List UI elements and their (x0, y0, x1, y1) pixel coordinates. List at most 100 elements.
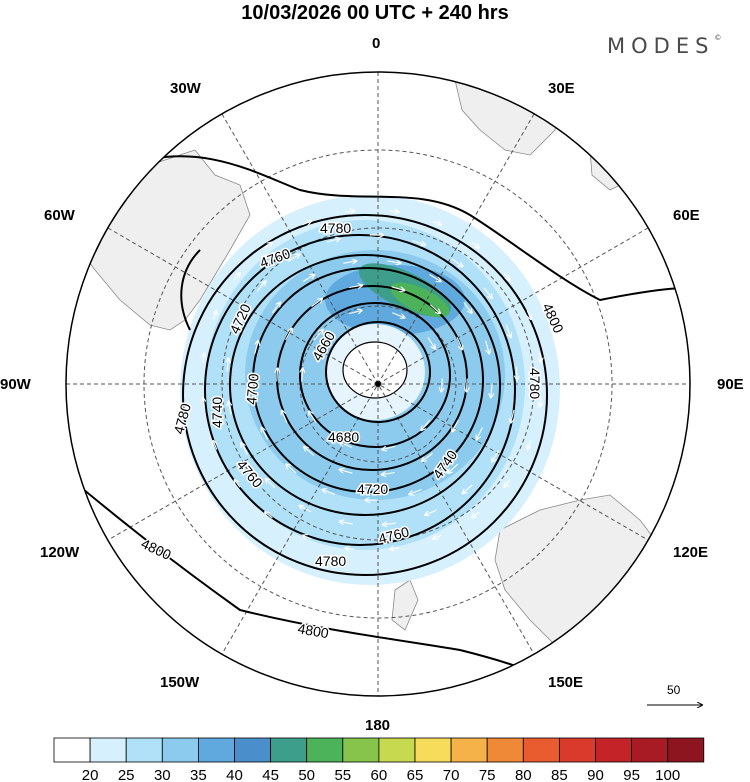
wind-vector (429, 274, 441, 282)
colorbar-swatch (234, 737, 271, 763)
wind-vector (491, 384, 492, 398)
wind-vector (287, 464, 297, 474)
colorbar-swatch (125, 737, 163, 763)
contour-label: 4780 (315, 553, 346, 569)
colorbar-swatch (342, 737, 380, 763)
brand-name: MODES (607, 34, 715, 58)
wind-vector (451, 258, 463, 267)
contour-4740 (229, 254, 501, 516)
wind-vector (313, 330, 322, 341)
wind-vector (412, 240, 425, 245)
colorbar-label: 45 (262, 767, 279, 782)
wind-vector (425, 509, 438, 515)
colorbar-label: 70 (443, 767, 460, 782)
wind-vector (483, 287, 492, 298)
wind-vector (505, 324, 510, 337)
contour-4800-outer (129, 155, 690, 302)
wind-vector (302, 369, 303, 382)
wind-vector (309, 412, 317, 423)
wind-vector (429, 304, 440, 314)
contour-label: 4700 (243, 373, 262, 406)
wind-vector (346, 548, 355, 549)
wind-vector (389, 211, 398, 212)
wind-vector (241, 443, 248, 455)
colorbar-label: 60 (371, 767, 388, 782)
wind-vector (390, 548, 399, 549)
wind-vector (213, 311, 216, 320)
wind-vector (254, 341, 258, 354)
colorbar-label: 30 (154, 767, 171, 782)
colorbar-swatch (306, 737, 344, 763)
wind-vector (463, 302, 472, 312)
contour-label: 4740 (209, 397, 225, 428)
colorbar-swatch (486, 737, 524, 763)
wind-vector (540, 353, 541, 362)
meridian-label-90e: 90E (717, 376, 744, 393)
wind-vector (528, 440, 531, 449)
contour-4680 (299, 302, 451, 448)
contour-label: 4780 (527, 368, 543, 399)
contour-label: 4780 (320, 220, 351, 236)
colorbar-swatch (414, 737, 452, 763)
wind-vector (467, 378, 468, 392)
map-boundary (65, 71, 691, 697)
wind-vector (271, 303, 280, 314)
colorbar-label: 20 (82, 767, 99, 782)
brand-logo: MODES© (607, 34, 721, 58)
contour-label: 4680 (328, 429, 359, 445)
wind-vector (441, 378, 442, 392)
colorbar-swatch (667, 737, 705, 763)
wind-vector (383, 446, 396, 449)
colorbar-swatch (595, 737, 632, 763)
wind-vector (452, 419, 459, 431)
south-pole-marker (375, 381, 381, 387)
wind-vector (252, 385, 253, 398)
wind-vector (340, 470, 353, 474)
wind-vector (503, 272, 510, 280)
brand-mark: © (714, 34, 722, 42)
wind-vector (323, 490, 335, 495)
reference-vector-label: 50 (667, 683, 681, 697)
wind-vector (304, 447, 315, 456)
colorbar-label: 40 (226, 767, 243, 782)
colorbar-swatch (270, 737, 308, 763)
wind-vector (233, 273, 240, 281)
wind-vector (383, 523, 396, 525)
colorbar-label: 35 (190, 767, 207, 782)
wind-vector (203, 354, 204, 363)
height-contours (66, 155, 690, 696)
wind-vector (235, 317, 241, 330)
wind-vector (256, 281, 265, 292)
colorbar-label: 80 (515, 767, 532, 782)
colorbar-label: 90 (587, 767, 604, 782)
colorbar-swatch (197, 737, 235, 763)
wind-vector (422, 453, 433, 462)
meridian-label-150e: 150E (548, 674, 583, 691)
wind-vector (277, 369, 278, 382)
meridian-label-120w: 120W (40, 544, 80, 561)
colorbar-label: 55 (334, 767, 351, 782)
meridian-label-30w: 30W (170, 80, 202, 97)
wind-vector (433, 535, 442, 539)
wind-vector (300, 506, 312, 513)
wind-vector (471, 241, 479, 248)
wind-vector (340, 522, 353, 524)
wind-vector (311, 299, 323, 307)
wind-vector (262, 428, 268, 440)
colorbar-swatch (161, 737, 199, 763)
meridian-label-30e: 30E (548, 80, 575, 97)
wind-vector (527, 310, 531, 319)
meridian-label-180: 180 (365, 717, 390, 734)
wind-vector (265, 512, 273, 519)
wind-vector (203, 398, 204, 407)
contour-4760 (204, 234, 516, 546)
wind-vector (340, 442, 352, 448)
wind-vector (282, 411, 288, 423)
wind-vector (348, 311, 362, 314)
wind-vector (485, 340, 490, 354)
colorbar-label: 65 (407, 767, 424, 782)
wind-vector (409, 488, 422, 495)
wind-vector (264, 243, 272, 249)
wind-vector (302, 275, 314, 282)
